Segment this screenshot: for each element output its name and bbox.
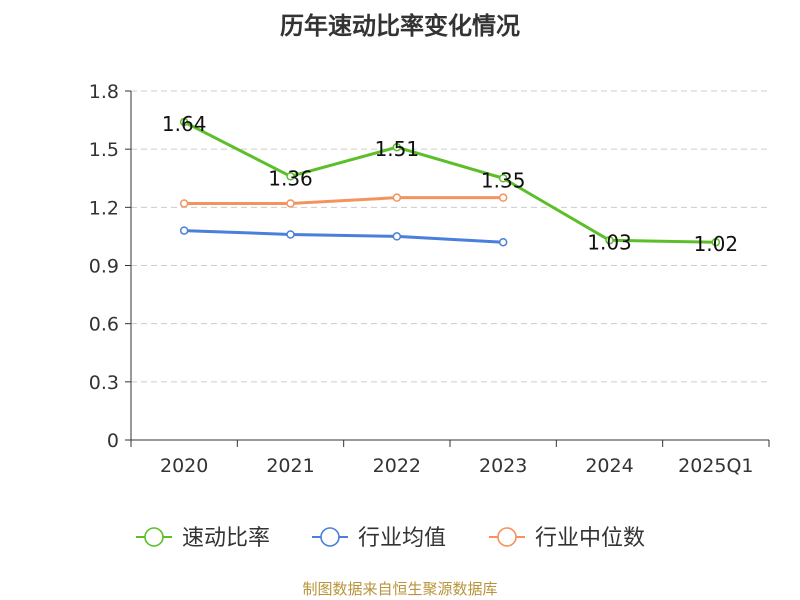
x-tick-label: 2025Q1	[678, 455, 753, 477]
legend-label: 行业中位数	[535, 526, 645, 551]
legend-marker	[320, 527, 340, 547]
data-label: 1.36	[268, 166, 313, 190]
series-line	[184, 196, 504, 205]
x-tick-label: 2021	[266, 455, 314, 477]
y-tick-label: 0.9	[89, 256, 119, 278]
legend-marker	[144, 527, 164, 547]
y-tick-label: 0	[107, 430, 119, 452]
y-tick-label: 0.3	[89, 372, 119, 394]
data-label: 1.51	[375, 137, 420, 161]
data-point	[498, 174, 508, 183]
data-point	[392, 232, 402, 241]
series-line	[184, 229, 504, 244]
y-tick-label: 1.5	[89, 139, 119, 161]
data-point	[498, 193, 508, 202]
data-label: 1.35	[481, 168, 526, 192]
data-label: 1.02	[694, 232, 739, 256]
y-tick-label: 1.2	[89, 197, 119, 219]
legend-label: 速动比率	[182, 526, 270, 551]
data-point	[392, 142, 402, 152]
x-tick-label: 2022	[373, 455, 421, 477]
data-point	[392, 193, 402, 202]
data-point	[179, 199, 189, 208]
y-tick-label: 1.8	[89, 81, 119, 103]
x-tick-label: 2020	[160, 455, 208, 477]
y-tick-label: 0.6	[89, 314, 119, 336]
chart-title: 历年速动比率变化情况	[280, 12, 520, 40]
data-point	[605, 236, 614, 245]
data-point	[286, 230, 295, 239]
data-point	[711, 237, 721, 247]
series-line	[183, 120, 716, 244]
data-point	[286, 172, 295, 181]
x-tick-label: 2023	[479, 455, 527, 477]
data-point	[286, 199, 295, 208]
data-point	[179, 117, 189, 127]
data-point	[498, 237, 508, 247]
data-label: 1.64	[162, 112, 207, 136]
legend-marker	[497, 527, 517, 547]
data-point	[179, 226, 189, 235]
data-label: 1.03	[587, 230, 632, 254]
legend-label: 行业均值	[358, 526, 446, 551]
x-tick-label: 2024	[585, 455, 633, 477]
data-source: 制图数据来自恒生聚源数据库	[302, 580, 498, 598]
